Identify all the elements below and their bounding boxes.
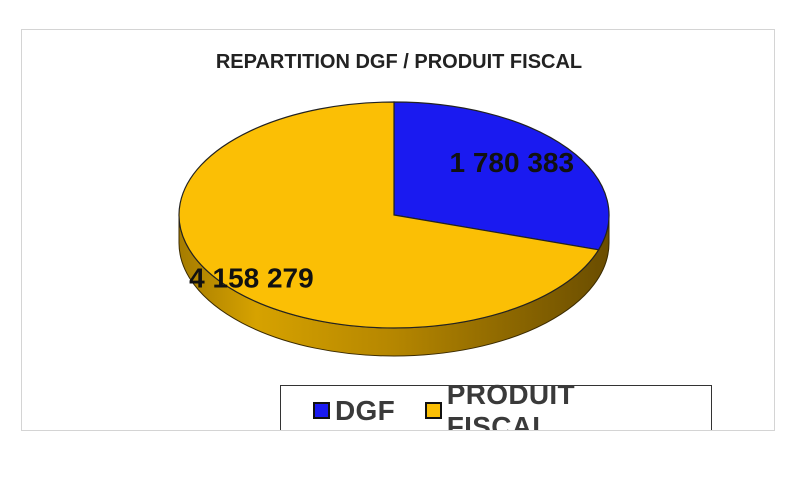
legend-item-produit-fiscal: PRODUIT FISCAL (425, 378, 681, 431)
pie-slice-produit-fiscal (178, 101, 600, 329)
chart-frame: REPARTITION DGF / PRODUIT FISCAL 1 780 3… (21, 29, 775, 431)
data-label-dgf: 1 780 383 (450, 147, 575, 178)
pie-layer: 1 780 383 4 158 279 (178, 101, 610, 357)
pie-slice-dgf (393, 101, 610, 251)
legend-swatch-produit-fiscal (425, 402, 442, 419)
data-label-produit-fiscal: 4 158 279 (189, 263, 314, 294)
chart-title: REPARTITION DGF / PRODUIT FISCAL (216, 51, 582, 73)
legend-label-dgf: DGF (335, 394, 396, 426)
legend-swatch-dgf (313, 402, 330, 419)
legend-label-produit-fiscal: PRODUIT FISCAL (446, 378, 575, 431)
legend-item-dgf: DGF (313, 395, 395, 427)
legend: DGF PRODUIT FISCAL (280, 379, 712, 430)
pie-chart: REPARTITION DGF / PRODUIT FISCAL 1 780 3… (178, 51, 610, 357)
